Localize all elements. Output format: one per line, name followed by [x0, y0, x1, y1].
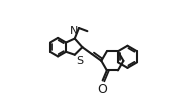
Text: N: N — [70, 26, 78, 36]
Text: S: S — [76, 56, 83, 66]
Text: O: O — [97, 83, 107, 96]
